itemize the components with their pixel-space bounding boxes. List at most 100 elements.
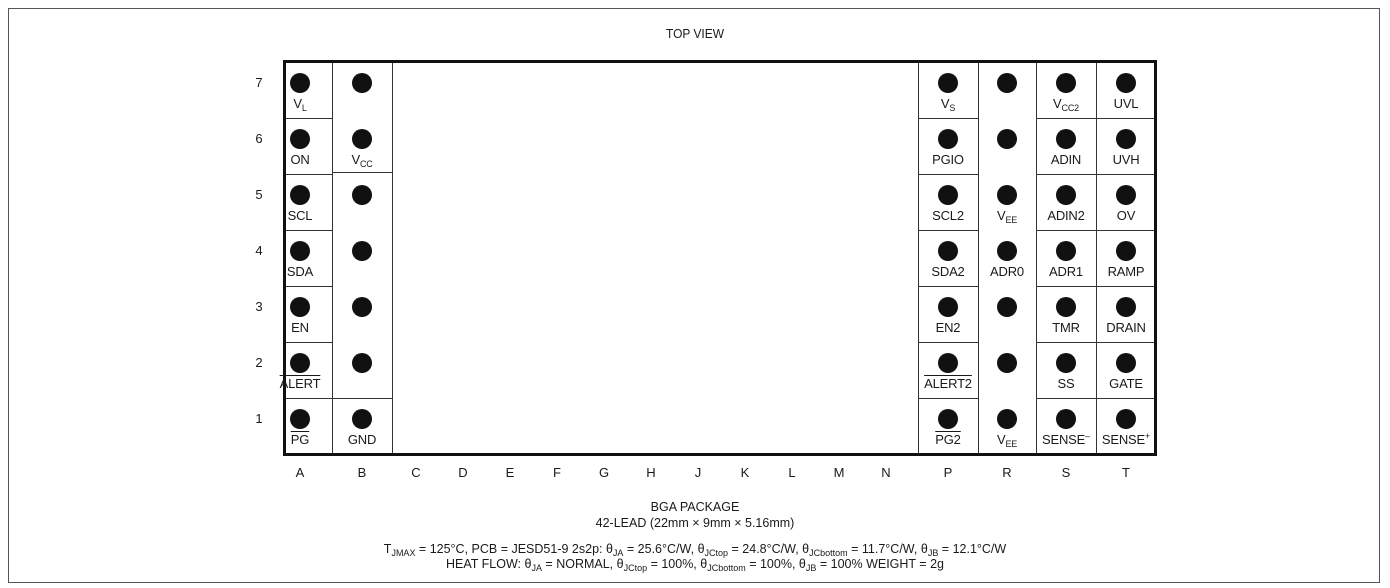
grid-line: [286, 118, 333, 119]
pin-name-subscript: L: [301, 103, 307, 113]
pin-label: SENSE+: [1096, 432, 1156, 448]
pin-label: VL: [270, 96, 330, 113]
pin-cell-A1: PG: [270, 399, 330, 455]
pin-cell-P2: ALERT2: [918, 343, 978, 399]
solder-ball: [997, 73, 1017, 93]
pin-name-subscript: S: [949, 103, 956, 113]
pin-label: UVH: [1096, 152, 1156, 167]
pin-name: ADR0: [990, 264, 1024, 279]
pin-cell-S7: VCC2: [1036, 63, 1096, 119]
pin-cell-B1: GND: [332, 399, 392, 455]
pin-name: RAMP: [1107, 264, 1145, 279]
spec-subscript: JCbottom: [809, 548, 848, 558]
grid-line: [332, 63, 333, 453]
solder-ball: [290, 185, 310, 205]
pin-cell-S1: SENSE–: [1036, 399, 1096, 455]
solder-ball: [997, 409, 1017, 429]
solder-ball: [290, 73, 310, 93]
grid-line: [918, 63, 919, 453]
pin-name: ADR1: [1049, 264, 1083, 279]
column-label: K: [740, 465, 750, 480]
pin-cell-R5: VEE: [977, 175, 1037, 231]
pin-cell-P3: EN2: [918, 287, 978, 343]
spec-subscript: JB: [805, 563, 817, 573]
pin-cell-A2: ALERT: [270, 343, 330, 399]
pin-label: ADIN: [1036, 152, 1096, 167]
column-label: E: [505, 465, 515, 480]
solder-ball: [1056, 185, 1076, 205]
pin-cell-T2: GATE: [1096, 343, 1156, 399]
pin-cell-P4: SDA2: [918, 231, 978, 287]
solder-ball: [1056, 409, 1076, 429]
spec-text: = 25.6°C/W, θ: [623, 542, 705, 556]
row-label: 5: [255, 187, 263, 202]
pin-name: GATE: [1109, 376, 1143, 391]
pin-label: GND: [332, 432, 392, 447]
column-label: F: [553, 465, 561, 480]
pin-label: VS: [918, 96, 978, 113]
solder-ball: [290, 129, 310, 149]
pin-label: EN: [270, 320, 330, 335]
pin-name: V: [1053, 96, 1062, 111]
spec-text: = 24.8°C/W, θ: [728, 542, 810, 556]
solder-ball: [997, 297, 1017, 317]
solder-ball: [290, 353, 310, 373]
grid-line: [286, 286, 333, 287]
spec-subscript: JCtop: [704, 548, 729, 558]
pin-label: VCC2: [1036, 96, 1096, 113]
pin-cell-S2: SS: [1036, 343, 1096, 399]
pin-cell-T5: OV: [1096, 175, 1156, 231]
solder-ball: [352, 129, 372, 149]
pin-label: ADR0: [977, 264, 1037, 279]
pin-name: TMR: [1052, 320, 1080, 335]
solder-ball: [1056, 241, 1076, 261]
pin-name: GND: [347, 432, 377, 447]
grid-line: [1036, 63, 1037, 453]
spec-subscript: JMAX: [391, 548, 416, 558]
pin-cell-P7: VS: [918, 63, 978, 119]
pin-name-subscript: EE: [1005, 215, 1018, 225]
pin-cell-R2: [977, 343, 1037, 399]
pin-name: EN2: [935, 320, 961, 335]
pin-name: PG2: [935, 432, 961, 447]
grid-line: [1036, 398, 1154, 399]
spec-text: = 11.7°C/W, θ: [847, 542, 928, 556]
pin-label: PGIO: [918, 152, 978, 167]
pin-cell-A3: EN: [270, 287, 330, 343]
pin-name: ADIN: [1050, 152, 1082, 167]
solder-ball: [352, 353, 372, 373]
solder-ball: [997, 241, 1017, 261]
grid-line: [1036, 342, 1154, 343]
grid-line: [1096, 63, 1097, 453]
pin-cell-A5: SCL: [270, 175, 330, 231]
pin-label: ADIN2: [1036, 208, 1096, 223]
row-label: 3: [255, 299, 263, 314]
pin-label: ADR1: [1036, 264, 1096, 279]
column-label: J: [694, 465, 702, 480]
pin-label: ALERT: [270, 376, 330, 391]
pin-name: DRAIN: [1106, 320, 1146, 335]
solder-ball: [352, 241, 372, 261]
pin-name: SCL2: [932, 208, 964, 223]
pin-label: SDA: [270, 264, 330, 279]
pin-label: RAMP: [1096, 264, 1156, 279]
pin-label: VCC: [332, 152, 392, 169]
grid-line: [392, 63, 393, 453]
pin-label: VEE: [977, 432, 1037, 449]
pin-cell-T1: SENSE+: [1096, 399, 1156, 455]
package-outline: [283, 60, 1157, 456]
solder-ball: [1116, 129, 1136, 149]
spec-text: = 12.1°C/W: [938, 542, 1007, 556]
pin-label: PG: [270, 432, 330, 447]
solder-ball: [938, 185, 958, 205]
solder-ball: [938, 297, 958, 317]
grid-line: [1036, 118, 1154, 119]
pin-name: V: [940, 96, 950, 111]
solder-ball: [938, 409, 958, 429]
pin-cell-B5: [332, 175, 392, 231]
pin-name: PGIO: [932, 152, 964, 167]
solder-ball: [997, 185, 1017, 205]
spec-subscript: JCbottom: [707, 563, 746, 573]
spec-text: = 100%, θ: [745, 557, 806, 571]
diagram-frame: [8, 8, 1380, 583]
